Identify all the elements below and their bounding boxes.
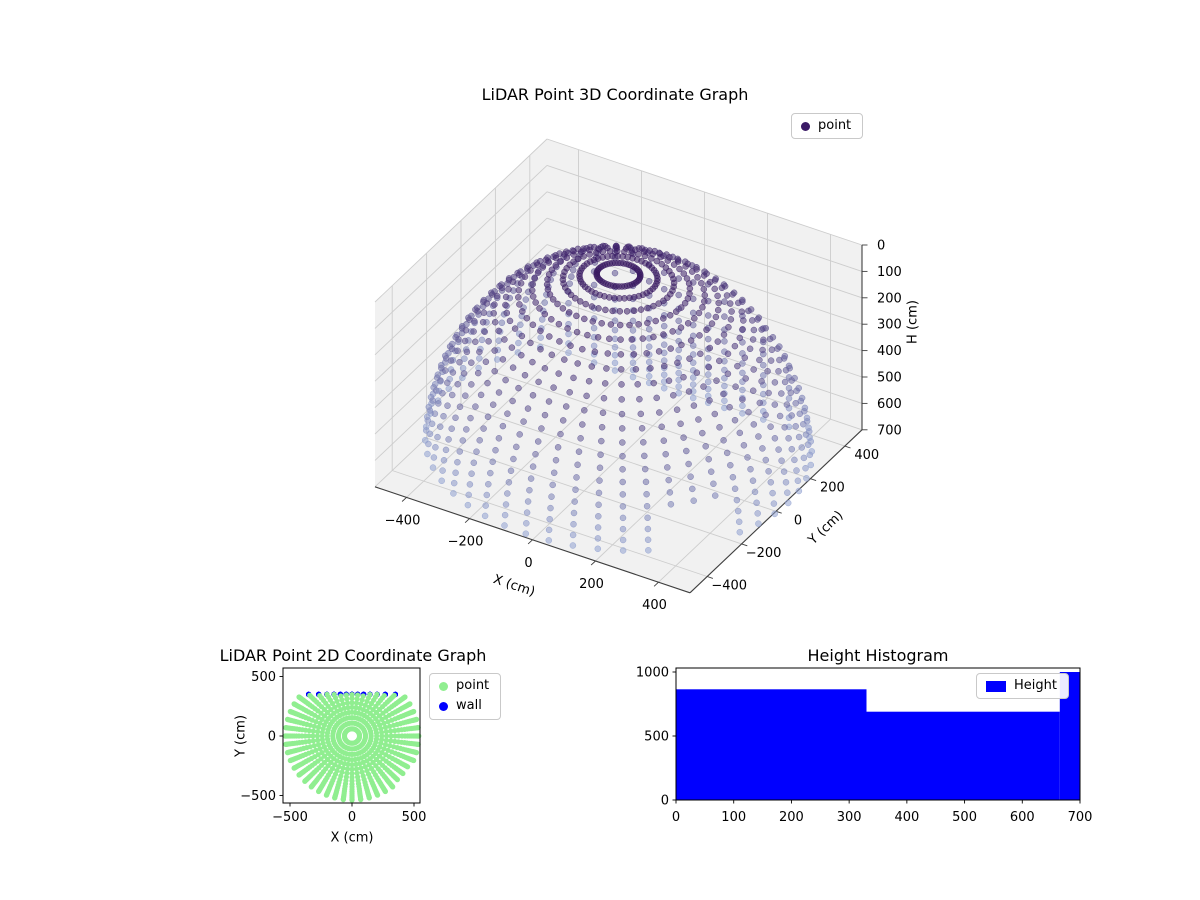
plot3d-axes: −400 −200 0 200 400 −400 −200 0 200 400 0 100 200 300… [374, 138, 902, 614]
svg-text:500: 500 [877, 371, 902, 386]
plot2d-axes-group: −500 0 500 −500 0 500 [240, 667, 427, 825]
svg-text:−200: −200 [746, 546, 782, 561]
svg-text:0: 0 [661, 794, 669, 809]
svg-text:700: 700 [877, 423, 902, 438]
histogram-bars [676, 672, 1080, 800]
plot2d-ylabel: Y (cm) [233, 714, 249, 758]
svg-text:100: 100 [877, 265, 902, 280]
plot3d-legend: point [791, 113, 864, 140]
svg-text:400: 400 [642, 598, 667, 613]
svg-text:0: 0 [877, 239, 885, 254]
plot3d-ticklabels: −400 −200 0 200 400 −400 −200 0 200 400 0 100 200 300… [385, 239, 902, 614]
svg-text:−500: −500 [272, 810, 308, 825]
legend-item-wall-2d: wall [439, 698, 489, 714]
svg-text:−400: −400 [385, 513, 421, 528]
svg-text:200: 200 [579, 577, 604, 592]
histogram-axes-group: 0 100 200 300 400 500 600 700 0 500 1000 [636, 666, 1093, 826]
legend-label-wall-2d: wall [456, 698, 482, 714]
plot2d-title: LiDAR Point 2D Coordinate Graph [219, 646, 487, 665]
svg-text:−500: −500 [240, 789, 276, 804]
svg-text:400: 400 [854, 448, 879, 463]
svg-text:400: 400 [894, 810, 919, 825]
svg-text:0: 0 [524, 556, 532, 571]
point2d-marker-icon [439, 681, 448, 691]
plot2d-points [282, 691, 422, 803]
wall-marker-icon [439, 701, 448, 711]
legend-item-point-3d: point [801, 118, 852, 133]
svg-text:300: 300 [877, 318, 902, 333]
svg-text:300: 300 [837, 810, 862, 825]
svg-text:100: 100 [721, 810, 746, 825]
plot3d-title: LiDAR Point 3D Coordinate Graph [481, 85, 749, 104]
plot2d-xlabel: X (cm) [330, 830, 374, 846]
svg-text:0: 0 [268, 730, 276, 745]
svg-text:500: 500 [402, 810, 427, 825]
point3d-marker-icon [801, 121, 810, 131]
plot2d-legend: point wall [429, 673, 502, 720]
svg-text:500: 500 [644, 730, 669, 745]
svg-text:200: 200 [820, 481, 845, 496]
svg-text:1000: 1000 [636, 666, 669, 681]
svg-text:400: 400 [877, 344, 902, 359]
histogram-legend: Height [976, 673, 1069, 700]
svg-text:0: 0 [672, 810, 680, 825]
legend-label-height: Height [1014, 678, 1057, 693]
height-marker-icon [986, 680, 1006, 692]
svg-text:−200: −200 [448, 535, 484, 550]
svg-text:500: 500 [251, 670, 276, 685]
legend-item-point-2d: point [439, 678, 490, 693]
svg-text:0: 0 [348, 810, 356, 825]
legend-item-height: Height [986, 678, 1057, 693]
svg-text:−400: −400 [711, 579, 747, 594]
plot3d-points [421, 242, 816, 554]
svg-text:200: 200 [779, 810, 804, 825]
legend-label-point-3d: point [818, 118, 852, 133]
svg-text:0: 0 [794, 513, 802, 528]
svg-text:200: 200 [877, 291, 902, 306]
svg-text:600: 600 [1010, 810, 1035, 825]
svg-text:600: 600 [877, 397, 902, 412]
plot3d-zlabel: H (cm) [905, 300, 921, 344]
svg-text:500: 500 [952, 810, 977, 825]
histogram-title: Height Histogram [807, 646, 949, 665]
plot3d-grid [374, 138, 863, 583]
legend-label-point-2d: point [456, 678, 490, 693]
svg-text:700: 700 [1068, 810, 1093, 825]
